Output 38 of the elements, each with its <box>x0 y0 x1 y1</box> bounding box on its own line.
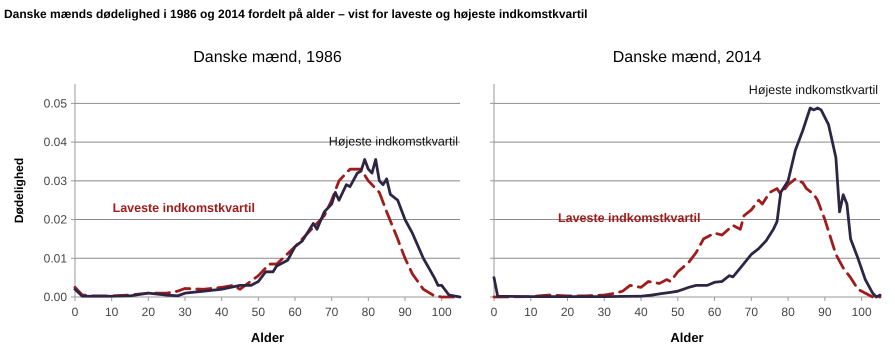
chart-title: Danske mænd, 1986 <box>193 49 342 66</box>
x-tick-label: 10 <box>104 305 119 319</box>
x-tick-label: 50 <box>671 305 685 319</box>
x-tick-label: 70 <box>324 305 339 319</box>
x-tick-label: 30 <box>598 305 612 319</box>
text: Højeste indkomstkvartil <box>328 134 458 149</box>
x-tick-label: 60 <box>708 305 722 319</box>
y-tick-label: 0.00 <box>44 290 68 304</box>
x-tick-label: 40 <box>634 305 648 319</box>
x-tick-label: 20 <box>142 305 156 319</box>
text: Laveste indkomstkvartil <box>112 201 255 216</box>
x-tick-label: 100 <box>432 305 452 319</box>
x-axis-title: Alder <box>670 330 704 345</box>
x-tick-label: 0 <box>72 305 79 319</box>
x-tick-label: 50 <box>252 305 266 319</box>
x-tick-label: 10 <box>524 305 538 319</box>
y-tick-label: 0.04 <box>44 135 68 150</box>
x-tick-label: 40 <box>214 305 229 319</box>
x-tick-label: 30 <box>178 305 192 319</box>
y-tick-label: 0.01 <box>44 251 68 266</box>
x-tick-label: 80 <box>362 305 376 319</box>
y-tick-label: 0.03 <box>44 174 68 188</box>
series-label: Laveste indkomstkvartil <box>558 210 700 225</box>
y-tick-label: 0.05 <box>44 96 68 110</box>
y-axis-title: Dødelighed <box>12 158 26 224</box>
x-tick-label: 80 <box>781 305 796 319</box>
x-tick-label: 20 <box>560 305 575 319</box>
text: Danske mænds dødelighed i 1986 og 2014 fordelt på alder – vist for laveste og højeste indkomstkvartil <box>4 7 588 21</box>
y-tick-label: 0.02 <box>44 212 68 227</box>
x-tick-label: 70 <box>744 305 758 319</box>
x-tick-label: 90 <box>818 305 832 319</box>
x-tick-label: 0 <box>490 305 498 319</box>
x-axis-title: Alder <box>250 330 284 345</box>
x-tick-label: 90 <box>398 305 412 319</box>
series-label: Højeste indkomstkvartil <box>748 83 878 98</box>
x-tick-label: 60 <box>288 305 302 319</box>
chart-title: Danske mænd, 2014 <box>612 49 762 66</box>
x-tick-label: 100 <box>852 305 872 319</box>
